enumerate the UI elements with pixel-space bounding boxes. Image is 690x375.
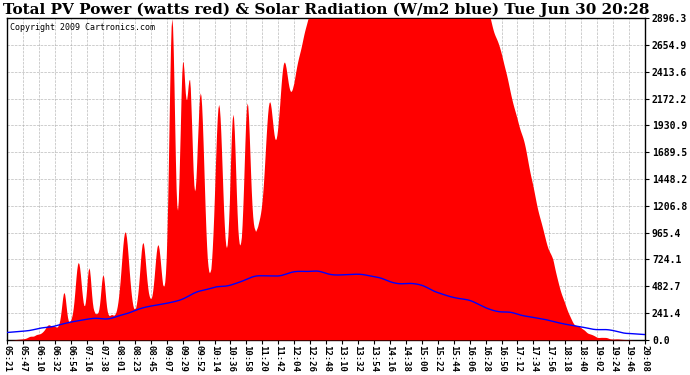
Title: Total PV Power (watts red) & Solar Radiation (W/m2 blue) Tue Jun 30 20:28: Total PV Power (watts red) & Solar Radia… — [3, 3, 649, 17]
Text: Copyright 2009 Cartronics.com: Copyright 2009 Cartronics.com — [10, 23, 155, 32]
